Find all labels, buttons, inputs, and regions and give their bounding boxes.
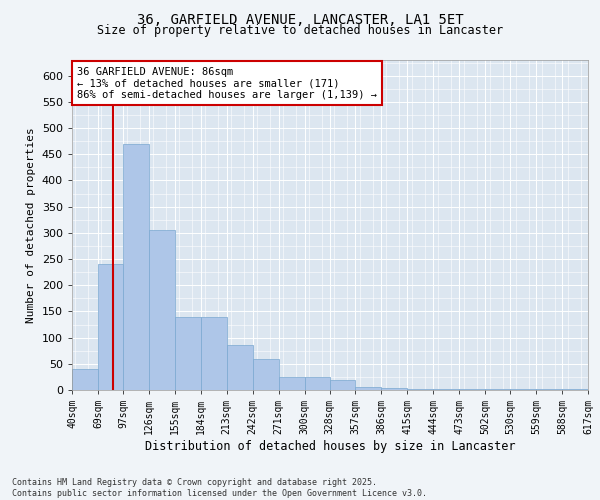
Bar (278, 377, 305, 390)
Bar (72, 369, 98, 390)
Bar (355, 388, 382, 390)
Bar (407, 389, 433, 390)
Bar (305, 377, 329, 390)
Bar (329, 380, 355, 390)
Bar (149, 230, 175, 390)
Text: Size of property relative to detached houses in Lancaster: Size of property relative to detached ho… (97, 24, 503, 37)
Bar (253, 358, 278, 390)
Bar (98, 264, 123, 390)
Bar (227, 346, 253, 390)
Bar (123, 144, 149, 390)
Y-axis label: Number of detached properties: Number of detached properties (26, 127, 36, 323)
Text: 36, GARFIELD AVENUE, LANCASTER, LA1 5ET: 36, GARFIELD AVENUE, LANCASTER, LA1 5ET (137, 12, 463, 26)
X-axis label: Distribution of detached houses by size in Lancaster: Distribution of detached houses by size … (145, 440, 515, 453)
Bar (382, 388, 407, 390)
Bar (201, 316, 227, 390)
Text: 36 GARFIELD AVENUE: 86sqm
← 13% of detached houses are smaller (171)
86% of semi: 36 GARFIELD AVENUE: 86sqm ← 13% of detac… (77, 66, 377, 100)
Bar (175, 316, 201, 390)
Text: Contains HM Land Registry data © Crown copyright and database right 2025.
Contai: Contains HM Land Registry data © Crown c… (12, 478, 427, 498)
